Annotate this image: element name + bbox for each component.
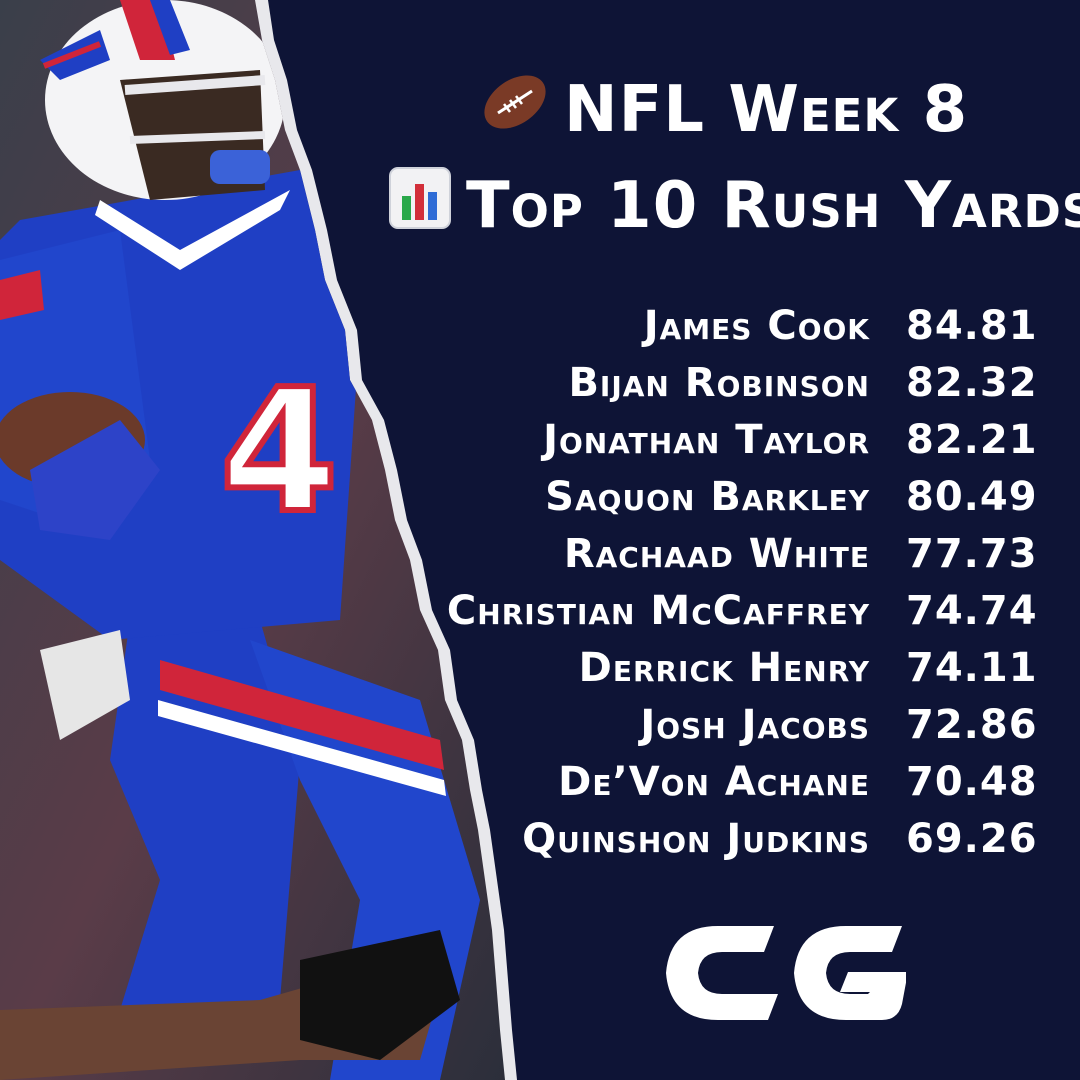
leaderboard-row: Derrick Henry 74.11: [470, 642, 1070, 694]
leaderboard-row: Josh Jacobs 72.86: [470, 699, 1070, 751]
player-rush-yards: 80.49: [906, 474, 1038, 520]
player-name: Josh Jacobs: [640, 702, 870, 748]
leaderboard-row: Saquon Barkley 80.49: [470, 471, 1070, 523]
american-football-icon: [480, 73, 550, 142]
player-name: Bijan Robinson: [568, 360, 870, 406]
player-rush-yards: 77.73: [906, 531, 1038, 577]
player-name: Rachaad White: [563, 531, 870, 577]
player-name: Derrick Henry: [578, 645, 870, 691]
player-rush-yards: 84.81: [906, 303, 1038, 349]
leaderboard-row: Quinshon Judkins 69.26: [470, 813, 1070, 865]
player-name: James Cook: [643, 303, 870, 349]
leaderboard-row: James Cook 84.81: [470, 300, 1070, 352]
leaderboard-row: De’Von Achane 70.48: [470, 756, 1070, 808]
leaderboard-row: Jonathan Taylor 82.21: [470, 414, 1070, 466]
title-stat-text: Top 10 Rush Yards: [466, 169, 1080, 244]
player-rush-yards: 74.74: [906, 588, 1038, 634]
player-photo: 4: [0, 0, 520, 1080]
title-week-text: NFL Week 8: [564, 73, 969, 147]
player-name: Jonathan Taylor: [543, 417, 870, 463]
player-rush-yards: 72.86: [906, 702, 1038, 748]
title-line-stat: Top 10 Rush Yards: [388, 167, 1080, 247]
player-name: Christian McCaffrey: [446, 588, 870, 634]
bar-chart-icon: [388, 166, 452, 241]
leaderboard-row: Bijan Robinson 82.32: [470, 357, 1070, 409]
player-rush-yards: 69.26: [906, 816, 1038, 862]
player-rush-yards: 70.48: [906, 759, 1038, 805]
player-rush-yards: 82.21: [906, 417, 1038, 463]
player-rush-yards: 74.11: [906, 645, 1038, 691]
player-name: De’Von Achane: [558, 759, 870, 805]
leaderboard-row: Christian McCaffrey 74.74: [447, 585, 1070, 637]
player-name: Quinshon Judkins: [522, 816, 870, 862]
title-line-week: NFL Week 8: [480, 75, 968, 148]
player-rush-yards: 82.32: [906, 360, 1038, 406]
cg-logo: [656, 918, 906, 1028]
svg-text:4: 4: [220, 353, 338, 551]
leaderboard-row: Rachaad White 77.73: [470, 528, 1070, 580]
player-name: Saquon Barkley: [545, 474, 870, 520]
